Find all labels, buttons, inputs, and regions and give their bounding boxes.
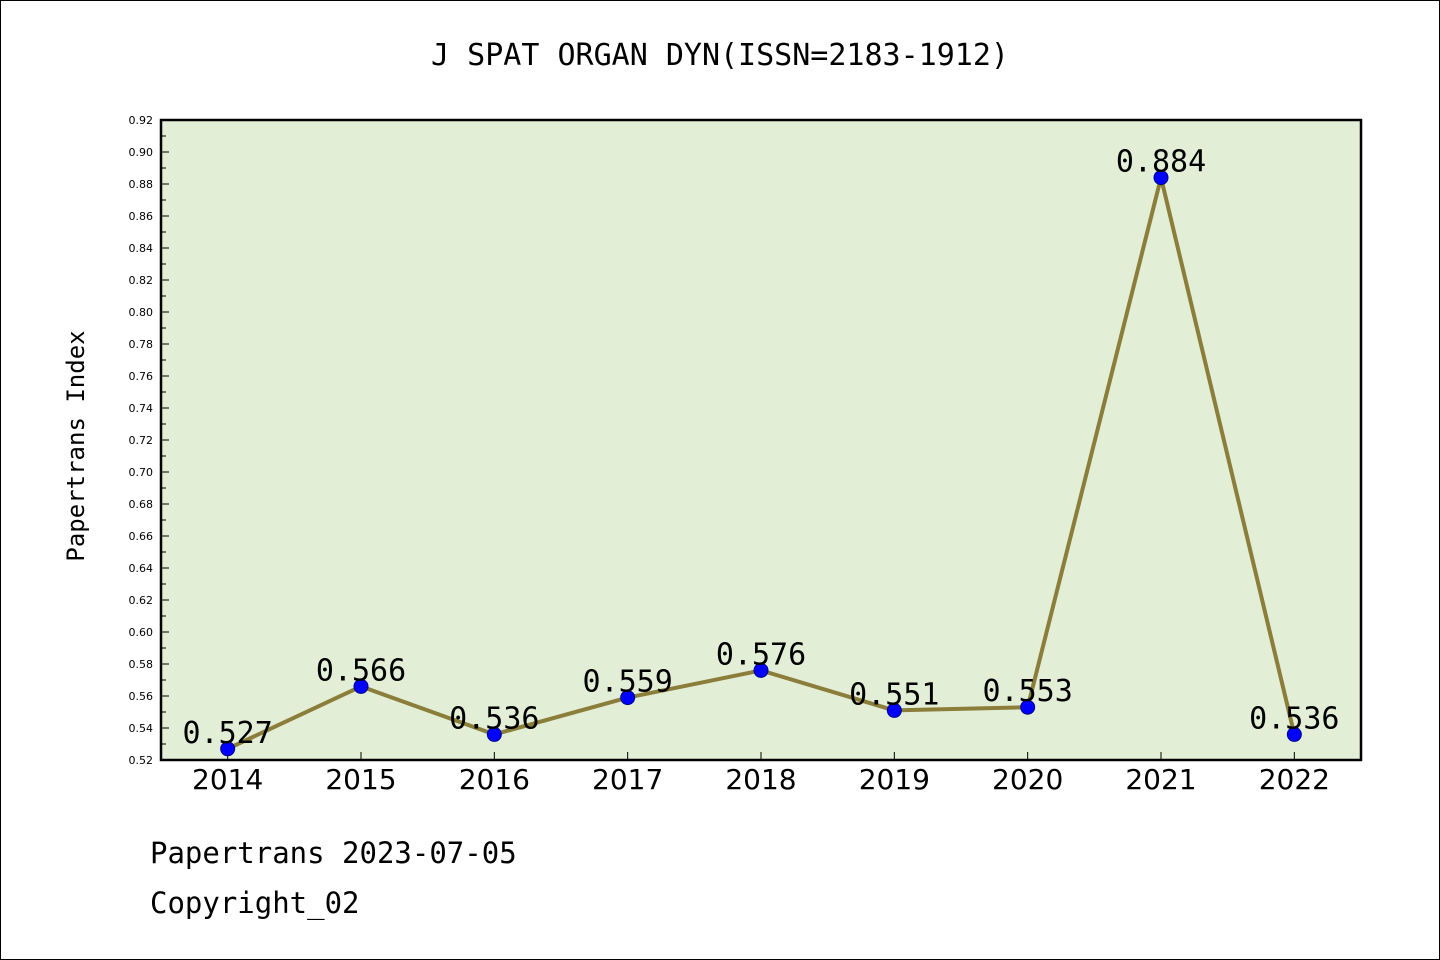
data-label: 0.536 [449,701,539,736]
x-tick-label: 2014 [192,763,263,796]
y-tick-label: 0.54 [129,722,154,735]
x-tick-label: 2019 [859,763,930,796]
x-tick-label: 2015 [325,763,396,796]
y-tick-label: 0.58 [129,658,154,671]
data-point [220,741,236,757]
data-point [1286,726,1302,742]
data-label: 0.553 [983,674,1073,709]
y-tick-label: 0.76 [129,370,154,383]
chart-title: J SPAT ORGAN DYN(ISSN=2183-1912) [431,38,1009,73]
data-point [1153,170,1169,186]
data-point [486,726,502,742]
y-tick-label: 0.82 [129,274,154,287]
y-tick-label: 0.90 [129,146,154,159]
data-point [886,702,902,718]
y-tick-label: 0.70 [129,466,154,479]
y-tick-label: 0.52 [129,754,154,767]
y-tick-label: 0.62 [129,594,154,607]
y-tick-label: 0.78 [129,338,154,351]
plot-area [161,120,1361,760]
y-tick-label: 0.60 [129,626,154,639]
y-tick-label: 0.72 [129,434,154,447]
y-tick-label: 0.74 [129,402,154,415]
footer-date: Papertrans 2023-07-05 [150,836,517,870]
y-tick-label: 0.92 [129,114,154,127]
y-tick-label: 0.64 [129,562,154,575]
y-tick-label: 0.66 [129,530,154,543]
data-label: 0.576 [716,637,806,672]
data-point [1020,699,1036,715]
x-tick-label: 2020 [992,763,1063,796]
y-tick-label: 0.86 [129,210,154,223]
plot-border [159,118,1363,762]
y-tick-label: 0.88 [129,178,154,191]
y-tick-label: 0.84 [129,242,154,255]
x-tick-label: 2016 [459,763,530,796]
data-point [620,690,636,706]
data-point [753,662,769,678]
footer-copyright: Copyright_02 [150,886,360,920]
data-label: 0.566 [316,653,406,688]
y-tick-label: 0.80 [129,306,154,319]
x-tick-label: 2018 [725,763,796,796]
x-tick-label: 2017 [592,763,663,796]
data-point [353,678,369,694]
data-label: 0.536 [1249,701,1339,736]
data-label: 0.884 [1116,145,1206,180]
data-label: 0.551 [849,677,939,712]
data-label: 0.559 [583,665,673,700]
data-label: 0.527 [183,716,273,751]
y-tick-label: 0.68 [129,498,154,511]
y-tick-label: 0.56 [129,690,154,703]
x-tick-label: 2022 [1259,763,1330,796]
x-tick-label: 2021 [1125,763,1196,796]
